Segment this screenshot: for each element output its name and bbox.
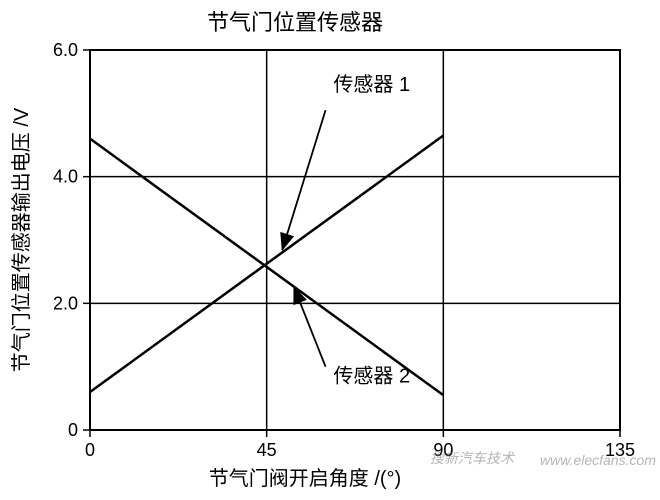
chart-svg: 0459013502.04.06.0传感器 1传感器 2节气门位置传感器节气门阀… [0, 0, 660, 500]
y-axis-label: 节气门位置传感器输出电压 /V [10, 107, 33, 372]
watermark-right: www.elecfans.com [540, 452, 656, 468]
x-axis-label: 节气门阀开启角度 /(°) [209, 467, 401, 490]
y-tick-label: 4.0 [53, 167, 78, 187]
watermark-left: 搜新汽车技术 [430, 448, 514, 468]
throttle-sensor-chart: 0459013502.04.06.0传感器 1传感器 2节气门位置传感器节气门阀… [0, 0, 660, 500]
x-tick-label: 45 [257, 440, 277, 460]
y-tick-label: 2.0 [53, 293, 78, 313]
chart-bg [0, 0, 660, 500]
series-label-1: 传感器 2 [333, 365, 410, 388]
series-label-0: 传感器 1 [333, 73, 410, 96]
chart-title: 节气门位置传感器 [207, 10, 383, 35]
y-tick-label: 6.0 [53, 40, 78, 60]
y-tick-label: 0 [68, 420, 78, 440]
x-tick-label: 0 [85, 440, 95, 460]
